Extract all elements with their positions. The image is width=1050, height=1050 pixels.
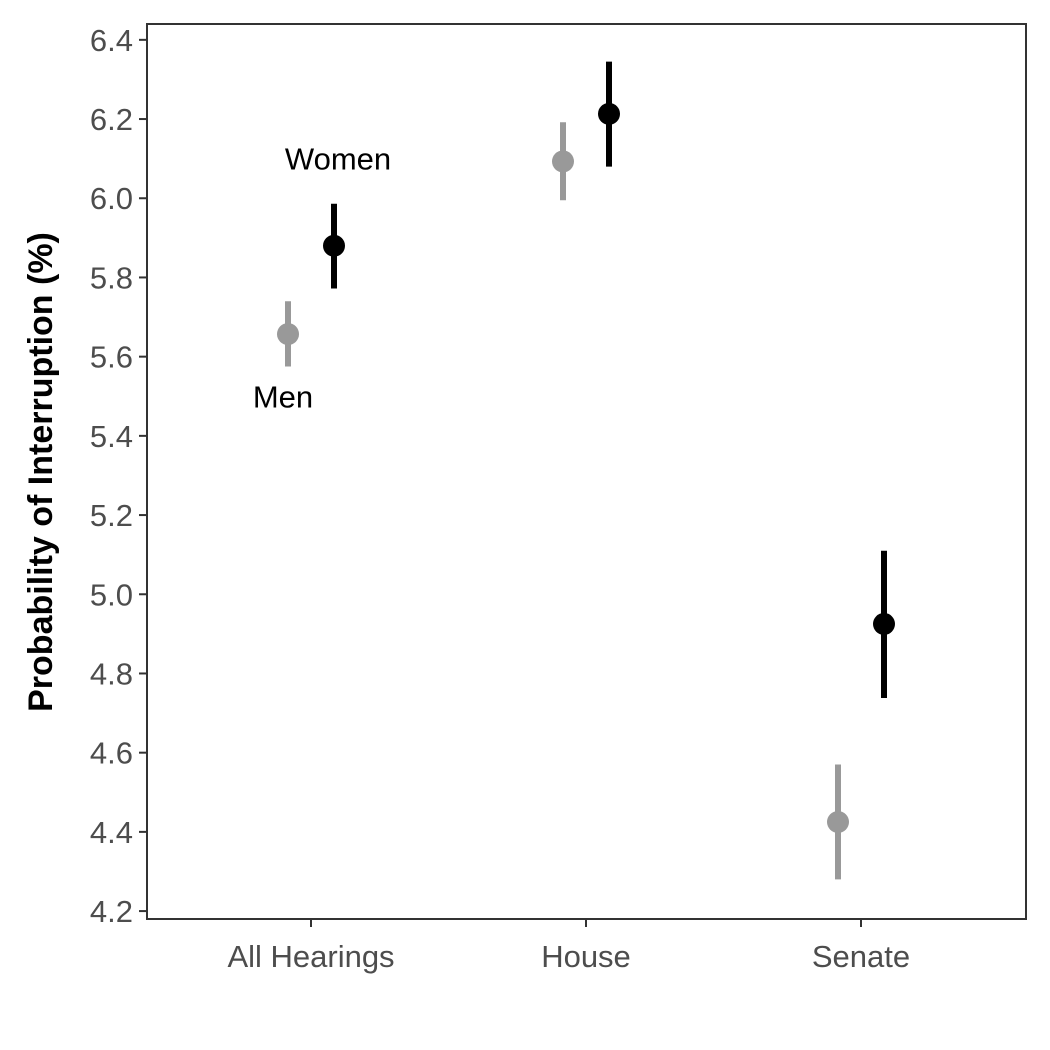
x-axis: All Hearings House Senate <box>227 919 910 974</box>
x-tick-label-house: House <box>541 939 631 974</box>
plot-panel <box>146 23 1027 920</box>
y-tick-label: 4.4 <box>90 815 133 850</box>
x-tick-label-all-hearings: All Hearings <box>227 939 394 974</box>
point-women-all-hearings <box>323 234 345 257</box>
point-women-senate <box>873 612 895 635</box>
y-tick-label: 6.2 <box>90 102 133 137</box>
y-tick-label: 4.8 <box>90 656 133 691</box>
y-tick-label: 5.6 <box>90 340 133 375</box>
y-tick-label: 6.0 <box>90 181 133 216</box>
x-tick-label-senate: Senate <box>812 939 910 974</box>
point-men-senate <box>827 810 849 833</box>
y-tick-label: 5.2 <box>90 498 133 533</box>
annotation-women: Women <box>285 142 391 177</box>
y-tick-label: 4.6 <box>90 736 133 771</box>
y-tick-label: 6.4 <box>90 23 133 58</box>
point-men-house <box>552 150 574 173</box>
y-axis: 4.2 4.4 4.6 4.8 5.0 5.2 5.4 5.6 5.8 6.0 6.2 6.4 <box>90 23 147 929</box>
data-marks <box>277 61 895 880</box>
annotation-men: Men <box>253 379 313 414</box>
annotations: Women Men <box>253 142 391 415</box>
y-tick-label: 4.2 <box>90 894 133 929</box>
y-tick-label: 5.4 <box>90 419 133 454</box>
y-tick-label: 5.0 <box>90 577 133 612</box>
y-tick-label: 5.8 <box>90 260 133 295</box>
y-axis-title: Probability of Interruption (%) <box>22 232 60 712</box>
point-women-house <box>598 102 620 125</box>
point-men-all-hearings <box>277 323 299 346</box>
